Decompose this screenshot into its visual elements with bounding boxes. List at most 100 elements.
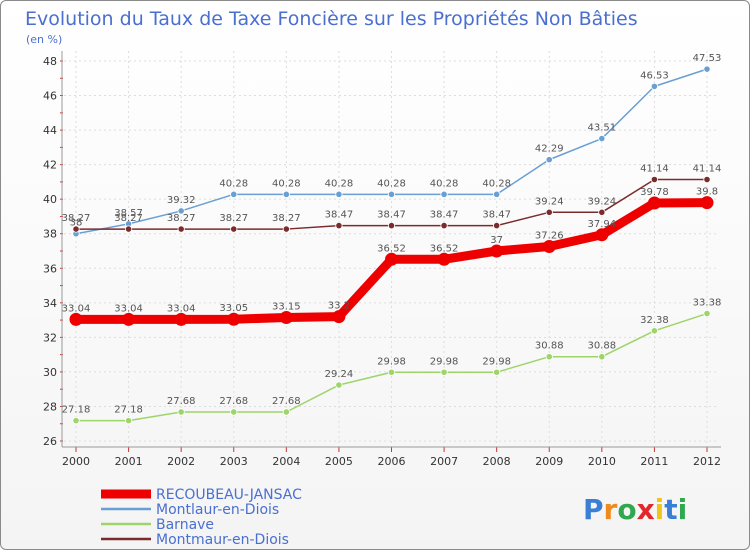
y-tick-label: 28 [43,400,57,413]
data-point [177,207,185,215]
data-label: 40.28 [325,178,354,189]
data-point [122,312,136,326]
y-tick-label: 48 [43,55,57,68]
x-tick-label: 2005 [325,455,353,468]
y-tick-label: 42 [43,159,57,172]
data-label: 27.18 [114,405,143,416]
data-point [385,252,398,266]
data-label: 41.14 [640,163,669,174]
data-point [545,156,553,164]
data-label: 40.28 [272,178,301,189]
data-label: 38.27 [219,213,248,224]
logo-letter: i [678,493,688,526]
data-label: 33.04 [114,303,143,314]
data-point [595,228,609,242]
data-point [332,310,346,324]
data-label: 38.27 [114,213,143,224]
data-point [493,368,501,376]
data-point [177,408,185,416]
legend-label: Montmaur-en-Diois [156,532,289,548]
data-label: 38.47 [482,210,511,221]
data-label: 38.47 [430,210,459,221]
data-point [440,368,448,376]
data-label: 33.2 [328,301,350,312]
data-label: 30.88 [588,341,617,352]
y-tick-label: 44 [43,124,57,137]
data-point [545,208,553,216]
data-point [490,244,504,258]
logo-text: Proxiti [583,493,687,526]
data-point [282,190,290,198]
y-tick-label: 32 [43,331,57,344]
data-label: 39.8 [696,187,718,198]
x-tick-label: 2003 [220,455,248,468]
x-tick-label: 2004 [272,455,300,468]
series-group [69,65,714,425]
data-label: 33.15 [272,302,301,313]
data-point [124,225,133,233]
x-tick-label: 2008 [483,455,511,468]
data-point [177,225,185,233]
data-point [703,175,711,184]
data-point [440,222,448,230]
data-point [387,190,396,198]
data-point [598,134,606,143]
data-point [650,82,659,90]
data-point [542,240,556,254]
data-point [230,190,238,198]
data-labels: 38 38.57 39.32 40.28 40.28 40.28 40.28 40.28 40.… [62,53,722,416]
data-point [230,225,238,233]
data-point [650,175,659,184]
data-point [335,190,343,198]
data-label: 29.24 [325,369,354,380]
logo-letter: o [617,493,636,526]
legend: RECOUBEAU-JANSACMontlaur-en-DioisBarnave… [101,487,302,548]
y-tick-label: 30 [43,366,57,379]
data-label: 27.18 [62,405,91,416]
data-label: 29.98 [377,356,406,367]
y-tick-label: 36 [43,262,57,275]
data-point [700,196,714,210]
y-tick-label: 40 [43,193,57,206]
data-point [545,353,553,361]
legend-label: RECOUBEAU-JANSAC [156,487,302,503]
data-label: 40.28 [377,178,406,189]
data-label: 40.28 [219,178,248,189]
x-tick-label: 2002 [167,455,195,468]
data-label: 39.32 [167,195,196,206]
data-point [493,222,501,230]
data-label: 37.94 [588,219,617,230]
data-label: 46.53 [640,70,669,81]
data-label: 27.68 [272,396,301,407]
data-point [282,225,290,233]
data-label: 36.52 [430,243,459,254]
legend-label: Montlaur-en-Diois [156,502,279,518]
data-label: 33.04 [62,303,91,314]
data-point [598,208,606,216]
data-label: 27.68 [219,396,248,407]
proxiti-logo: Proxiti [583,493,687,526]
data-label: 33.38 [693,298,722,309]
legend-label: Barnave [156,517,214,533]
data-label: 40.28 [430,178,459,189]
logo-letter: x [637,493,655,526]
data-label: 33.05 [219,303,248,314]
logo-letter: t [664,493,677,526]
data-label: 37.26 [535,231,564,242]
data-point [335,222,343,230]
data-label: 30.88 [535,341,564,352]
data-label: 38.57 [114,208,143,219]
data-label: 38.47 [325,210,354,221]
data-point [598,353,606,361]
data-point [72,225,80,233]
data-label: 39.78 [640,187,669,198]
x-tick-label: 2009 [535,455,563,468]
y-tick-label: 26 [43,435,57,448]
data-label: 47.53 [693,53,722,64]
data-point [174,312,188,326]
x-tick-label: 2006 [378,455,406,468]
data-point [227,312,241,326]
data-label: 38.47 [377,210,406,221]
